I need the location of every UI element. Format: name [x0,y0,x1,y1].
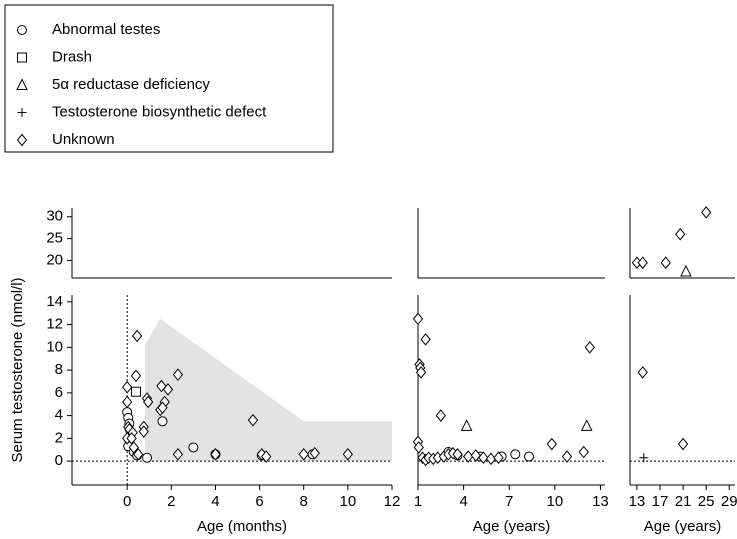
x-tick-label: 29 [721,493,737,510]
x-tick-label: 13 [629,493,646,510]
x-tick-label: 4 [459,493,467,510]
data-point [584,341,595,354]
data-point [452,447,463,461]
data-point [580,419,593,431]
x-tick-label: 1 [414,493,422,510]
y-tick-label: 12 [46,316,63,333]
data-point [188,442,199,453]
legend-marker [17,25,27,35]
x-axis-label: Age (years) [473,518,551,535]
data-point [415,366,427,379]
data-point [637,366,648,379]
legend-label: Abnormal testes [52,21,160,38]
data-point [130,369,142,383]
data-point [470,449,481,462]
data-point [309,446,320,460]
y-tick-label: 30 [46,208,63,225]
legend-marker [16,78,28,90]
data-point [413,441,424,454]
data-point [157,401,168,414]
data-point [210,447,221,461]
data-point [578,445,589,459]
data-point [510,449,521,460]
data-point [546,437,557,451]
x-axis-label: Age (months) [197,518,287,535]
data-point [660,256,671,269]
data-point [131,386,141,397]
x-tick-label: 13 [592,493,609,510]
data-point [172,368,184,381]
x-tick-label: 10 [340,493,357,510]
legend-box [4,4,334,153]
x-tick-label: 8 [300,493,308,510]
y-tick-label: 2 [55,429,63,446]
data-point [463,450,474,463]
data-point [701,206,712,219]
y-tick-label: 20 [46,251,63,268]
y-tick-label: 8 [55,361,63,378]
x-tick-label: 10 [546,493,563,510]
x-tick-label: 17 [652,493,669,510]
legend-marker [17,52,27,63]
x-tick-label: 4 [211,493,219,510]
data-point [460,419,473,431]
y-tick-label: 0 [55,452,63,469]
data-point [261,450,272,463]
data-point [126,432,137,445]
data-point [639,453,649,463]
legend-label: Drash [52,48,92,65]
data-point [675,227,686,241]
x-tick-label: 0 [123,493,131,510]
x-tick-label: 12 [384,493,401,510]
data-point [680,264,692,277]
y-axis-label: Serum testosterone (nmol/l) [9,277,26,462]
data-point [172,447,184,461]
data-point [142,452,153,463]
data-point [420,333,431,346]
data-point [485,452,497,466]
data-point [122,380,133,394]
data-point [677,437,689,451]
data-point [247,413,259,427]
legend-label: Testosterone biosynthetic defect [52,103,267,120]
data-point [412,312,424,326]
data-point [478,451,489,464]
y-tick-label: 4 [55,407,63,424]
y-tick-label: 10 [46,338,63,355]
data-point [122,395,133,409]
data-point [138,425,149,438]
data-point [131,329,143,343]
x-tick-label: 2 [167,493,175,510]
x-tick-label: 25 [698,493,715,510]
x-axis-label: Age (years) [644,518,722,535]
data-point [435,409,446,422]
data-point [637,256,648,269]
x-tick-label: 7 [505,493,513,510]
data-point [298,447,309,461]
y-tick-label: 25 [46,230,63,247]
y-tick-label: 14 [46,293,63,310]
x-tick-label: 21 [675,493,692,510]
data-point [142,395,154,409]
legend-label: Unknown [52,131,115,148]
data-point [561,450,573,463]
data-point [157,416,168,427]
x-tick-label: 6 [255,493,263,510]
data-point [493,451,504,464]
data-point [523,451,534,462]
y-tick-label: 6 [55,384,63,401]
data-point [133,447,144,461]
legend-marker [16,133,28,147]
legend-marker [17,108,27,117]
legend-label: 5α reductase deficiency [52,76,210,93]
data-point [342,447,354,461]
data-point [162,383,174,396]
data-point [128,441,139,454]
reference-range [144,318,392,462]
